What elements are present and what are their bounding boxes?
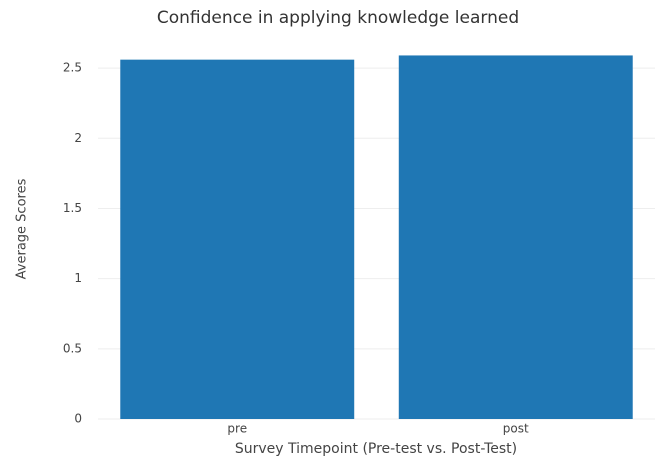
bar [398, 55, 633, 420]
y-tick-label: 0 [74, 412, 82, 426]
y-tick-label: 1 [74, 271, 82, 285]
y-tick-label: 2.5 [63, 61, 82, 75]
y-tick-label: 2 [74, 131, 82, 145]
y-tick-label: 1.5 [63, 201, 82, 215]
x-tick-label: pre [227, 422, 247, 436]
y-axis-title: Average Scores [15, 178, 30, 279]
bar [120, 59, 355, 419]
y-tick-label: 0.5 [63, 341, 82, 355]
x-axis-title: Survey Timepoint (Pre-test vs. Post-Test… [235, 441, 517, 457]
x-tick-label: post [503, 422, 529, 436]
chart-title: Confidence in applying knowledge learned [157, 8, 519, 28]
